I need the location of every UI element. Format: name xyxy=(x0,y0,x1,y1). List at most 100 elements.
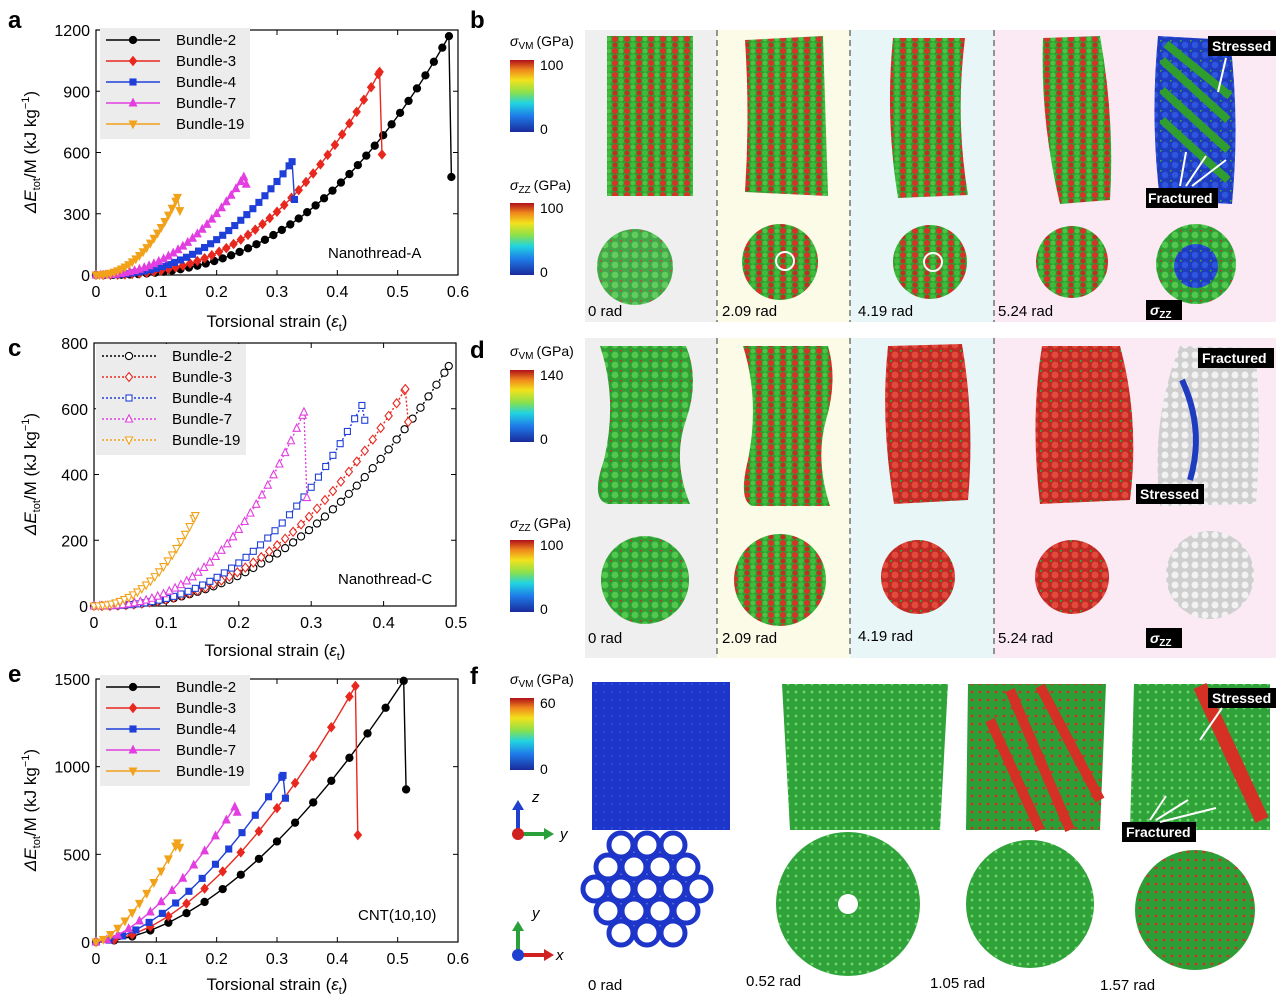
data-point xyxy=(207,249,217,261)
data-point xyxy=(384,445,393,454)
data-point xyxy=(401,785,411,794)
data-point xyxy=(207,213,217,223)
data-point xyxy=(153,590,163,600)
x-tick-label: 0.1 xyxy=(145,284,167,301)
data-point xyxy=(170,592,178,600)
data-point xyxy=(184,587,192,595)
data-point xyxy=(352,106,361,118)
data-point xyxy=(432,380,441,389)
data-point xyxy=(128,591,138,601)
data-point xyxy=(303,208,312,217)
y-tick-label: 0 xyxy=(81,935,90,952)
data-point xyxy=(304,525,314,535)
y-tick-label: 500 xyxy=(63,847,90,864)
data-point xyxy=(399,676,408,685)
data-point xyxy=(322,462,330,471)
b-side-0rad xyxy=(607,36,693,196)
data-point xyxy=(248,557,258,568)
data-point xyxy=(164,910,173,922)
data-point xyxy=(243,229,253,241)
data-point xyxy=(210,830,220,840)
data-point xyxy=(280,533,290,544)
data-point xyxy=(213,236,221,244)
f-rot-3: 1.57 rad xyxy=(1100,977,1155,994)
x-tick-label: 0.5 xyxy=(445,615,467,632)
panel-label-e: e xyxy=(8,661,21,688)
b-cb-vm xyxy=(510,60,534,132)
data-point xyxy=(361,416,369,424)
data-point xyxy=(142,889,152,899)
d-rot-3: 5.24 rad xyxy=(998,630,1053,647)
data-point xyxy=(328,505,338,514)
data-point xyxy=(358,401,366,410)
data-point xyxy=(352,456,362,467)
b-rot-0: 0 rad xyxy=(588,303,622,320)
b-cb-zz xyxy=(510,203,534,275)
data-point xyxy=(328,485,338,497)
data-point xyxy=(178,872,188,882)
b-zz-tag: σZZ xyxy=(1150,302,1172,321)
f-stressed-arrow xyxy=(1199,707,1223,741)
data-point xyxy=(376,422,386,434)
f-fractured-arrow-1 xyxy=(1149,795,1167,821)
data-point xyxy=(218,866,228,877)
f-triad-zy xyxy=(512,800,554,840)
data-point xyxy=(265,212,275,224)
data-point xyxy=(159,563,168,573)
data-point xyxy=(149,879,159,889)
x-tick-label: 0.6 xyxy=(447,951,469,968)
data-point xyxy=(424,392,433,401)
data-point xyxy=(401,383,410,395)
data-point xyxy=(221,814,231,824)
data-point xyxy=(301,176,311,188)
data-point xyxy=(222,242,231,254)
d-cross-209rad xyxy=(734,534,826,626)
data-point xyxy=(145,239,155,249)
b-cb-zz-label: σZZ (GPa) xyxy=(510,177,571,196)
data-point xyxy=(258,218,267,230)
f-axis-y1: y xyxy=(559,826,569,843)
data-point xyxy=(115,597,125,607)
data-point xyxy=(299,406,309,416)
data-point xyxy=(228,531,238,541)
data-point xyxy=(164,261,172,269)
d-stressed-tag: Stressed xyxy=(1140,486,1199,502)
data-point xyxy=(175,843,185,853)
legend-marker xyxy=(125,394,133,402)
data-point xyxy=(281,794,289,802)
f-fractured-arrow-2 xyxy=(1155,799,1189,821)
data-point xyxy=(127,909,137,919)
data-point xyxy=(113,924,123,934)
d-rot-1: 2.09 rad xyxy=(722,630,777,647)
data-point xyxy=(294,214,303,223)
data-point xyxy=(323,149,332,161)
data-point xyxy=(273,177,281,186)
x-tick-label: 0.4 xyxy=(326,951,348,968)
d-cross-0rad xyxy=(601,536,689,624)
f-axis-z: z xyxy=(531,789,540,806)
data-point xyxy=(308,168,318,179)
y-tick-label: 0 xyxy=(81,268,90,285)
data-point xyxy=(421,71,430,80)
b-stressed-arrow xyxy=(1217,57,1227,93)
panel-d-images: σVM (GPa) 140 0 σZZ (GPa) 100 0 0 rad 2.09… xyxy=(510,338,1276,658)
y-tick-label: 800 xyxy=(61,336,88,353)
legend-marker xyxy=(124,351,134,361)
f-rot-0: 0 rad xyxy=(588,977,622,994)
data-point xyxy=(167,885,177,895)
data-point xyxy=(328,186,337,195)
data-point xyxy=(242,553,250,561)
legend-label: Bundle-19 xyxy=(172,432,240,449)
data-point xyxy=(188,232,198,242)
x-tick-label: 0.2 xyxy=(206,951,228,968)
data-point xyxy=(180,530,190,540)
data-point xyxy=(158,909,166,917)
data-point xyxy=(225,227,233,235)
y-axis-label: ΔEtot/M (kJ kg−1) xyxy=(20,749,43,872)
d-cb-vm xyxy=(510,370,534,442)
b-cb-vm-label: σVM (GPa) xyxy=(510,33,574,52)
panel-label-d: d xyxy=(470,337,485,364)
x-tick-label: 0 xyxy=(92,284,101,301)
chart-annotation: Nanothread-A xyxy=(328,245,421,262)
data-point xyxy=(290,818,300,827)
